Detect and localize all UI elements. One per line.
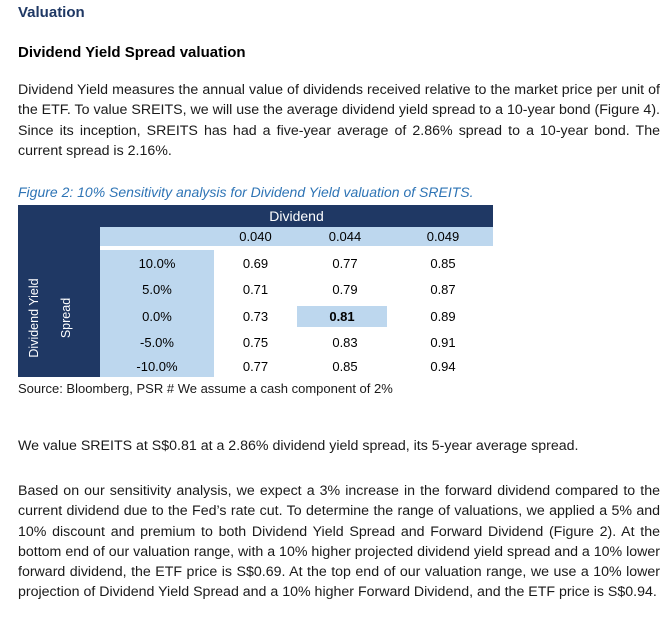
paragraph-intro: Dividend Yield measures the annual value… (18, 82, 660, 159)
table-cell: 0.75 (214, 330, 297, 355)
table-cell: 0.87 (393, 276, 493, 303)
table-cell: 0.89 (393, 303, 493, 330)
highlighted-value: 0.81 (297, 306, 387, 327)
table-cell: 0.81 (297, 303, 393, 330)
column-header: 0.049 (393, 227, 493, 246)
row-header: -10.0% (100, 355, 214, 377)
table-side-band (18, 205, 100, 377)
table-cell: 0.69 (214, 250, 297, 276)
figure-source: Source: Bloomberg, PSR # We assume a cas… (18, 381, 393, 396)
table-cell: 0.73 (214, 303, 297, 330)
column-group-label: Dividend (269, 208, 324, 224)
paragraph-sensitivity: Based on our sensitivity analysis, we ex… (18, 483, 660, 601)
sub-title: Dividend Yield Spread valuation (18, 44, 246, 61)
row-group-label-line2: Spread (59, 297, 73, 339)
table-cell: 0.83 (297, 330, 393, 355)
row-header: 0.0% (100, 303, 214, 330)
table-cell: 0.71 (214, 276, 297, 303)
table-header-band (18, 205, 493, 227)
row-header: 10.0% (100, 250, 214, 276)
table-corner-cell (100, 227, 214, 246)
row-header: 5.0% (100, 276, 214, 303)
table-cell: 0.91 (393, 330, 493, 355)
row-header: -5.0% (100, 330, 214, 355)
row-group-label-line1: Dividend Yield (27, 278, 41, 358)
column-header: 0.040 (214, 227, 297, 246)
paragraph-valuation: We value SREITS at S$0.81 at a 2.86% div… (18, 438, 579, 454)
table-cell: 0.94 (393, 355, 493, 377)
sensitivity-table: Dividend Dividend Yield Spread 0.040 0.0… (18, 205, 493, 377)
column-header: 0.044 (297, 227, 393, 246)
table-cell: 0.77 (214, 355, 297, 377)
table-cell: 0.77 (297, 250, 393, 276)
table-cell: 0.79 (297, 276, 393, 303)
section-title: Valuation (18, 4, 85, 21)
table-cell: 0.85 (393, 250, 493, 276)
table-cell: 0.85 (297, 355, 393, 377)
figure-caption: Figure 2: 10% Sensitivity analysis for D… (18, 184, 474, 200)
